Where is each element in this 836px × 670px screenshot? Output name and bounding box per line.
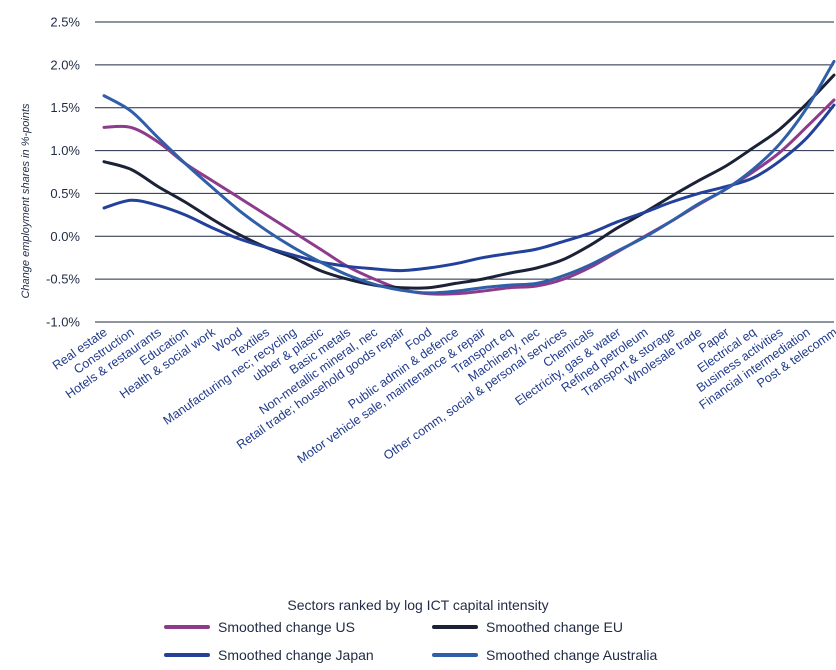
y-axis-ticks: 2.5% 2.0% 1.5% 1.0% 0.5% 0.0% -0.5% -1.0% — [46, 15, 80, 330]
legend-label: Smoothed change Australia — [486, 647, 657, 663]
y-tick-label: -1.0% — [46, 315, 80, 330]
y-tick-label: 0.0% — [50, 229, 80, 244]
y-tick-label: 1.0% — [50, 143, 80, 158]
series-line-smoothed-change-australia — [102, 59, 836, 295]
series-line-smoothed-change-japan — [102, 103, 836, 273]
series-line-smoothed-change-eu — [102, 73, 836, 290]
series-line-smoothed-change-us — [102, 98, 836, 296]
y-tick-label: 0.5% — [50, 186, 80, 201]
legend: Smoothed change US Smoothed change EU Smoo… — [164, 619, 657, 663]
y-tick-label: -0.5% — [46, 272, 80, 287]
series-lines — [102, 59, 836, 296]
legend-label: Smoothed change EU — [486, 619, 623, 635]
y-tick-label: 2.5% — [50, 15, 80, 30]
y-tick-label: 2.0% — [50, 57, 80, 72]
legend-label: Smoothed change US — [218, 619, 355, 635]
gridlines — [95, 21, 834, 323]
legend-label: Smoothed change Japan — [218, 647, 374, 663]
y-axis-label: Change employment shares in %-points — [20, 103, 32, 299]
y-tick-label: 1.5% — [50, 100, 80, 115]
x-axis-label: Sectors ranked by log ICT capital intens… — [287, 597, 548, 613]
